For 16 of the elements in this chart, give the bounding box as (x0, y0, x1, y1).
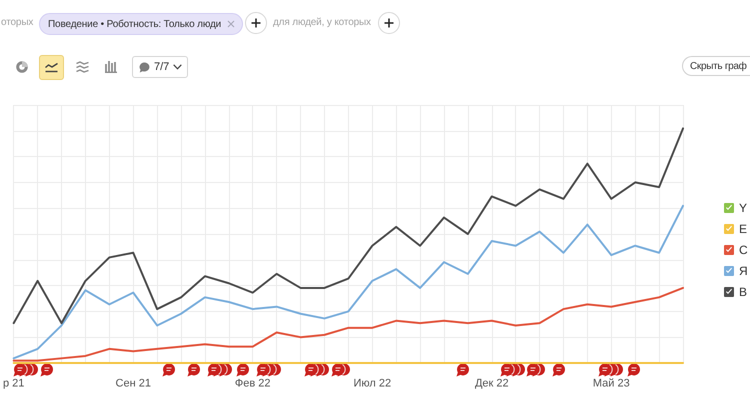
x-tick-label: Фев 22 (234, 378, 271, 390)
x-tick-label: Сен 21 (116, 378, 151, 390)
text: оторых (1, 17, 34, 28)
legend-label: Y (739, 201, 748, 215)
x-tick-label: Дек 22 (474, 378, 509, 390)
x-tick-label: Май 23 (592, 378, 630, 390)
text: для людей, у которых (273, 17, 371, 28)
legend-label: Я (739, 264, 748, 278)
x-tick-label: Июл 22 (353, 378, 392, 390)
filter-tag: Поведение • Роботность: Только люди (39, 13, 244, 35)
legend-label: B (739, 285, 748, 299)
notes-dropdown: 7/7 (132, 56, 188, 78)
x-tick-label: р 21 (2, 378, 24, 390)
hide-button: Скрыть граф (682, 56, 750, 76)
legend-label: C (739, 243, 748, 257)
legend-label: E (739, 222, 748, 236)
